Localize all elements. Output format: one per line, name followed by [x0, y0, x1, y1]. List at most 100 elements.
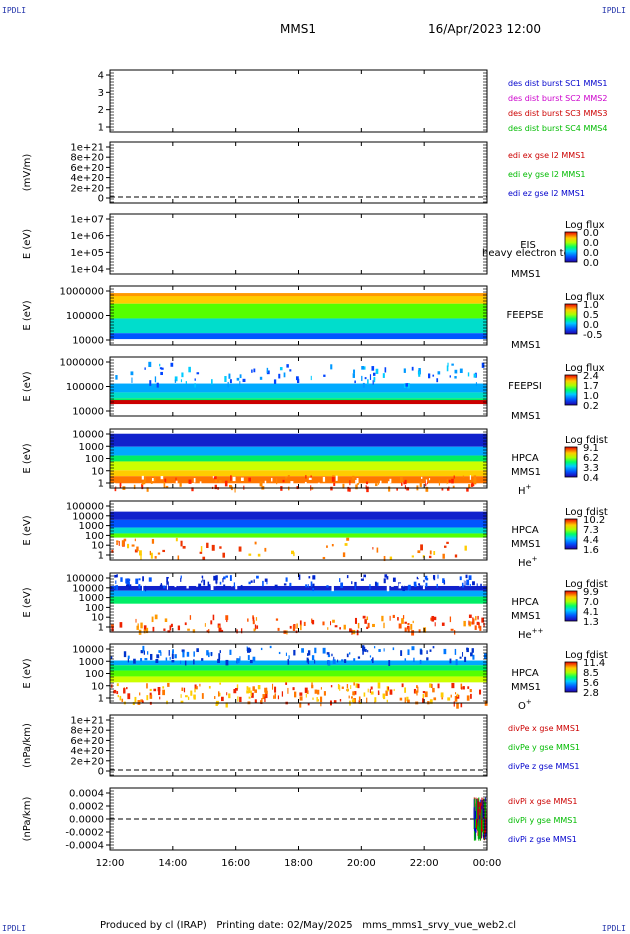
spectrogram-pixel — [182, 545, 186, 549]
panel-frame — [109, 141, 488, 204]
spectrogram-pixel — [248, 477, 251, 482]
spectrogram-pixel — [194, 378, 196, 381]
spectrogram-pixel — [389, 615, 391, 621]
spectrogram-band — [110, 455, 487, 462]
spectrogram-pixel — [252, 617, 255, 621]
spectrogram-pixel — [260, 647, 263, 651]
x-tick-label: 22:00 — [410, 858, 439, 869]
spectrogram-pixel — [155, 658, 159, 664]
spectrogram-pixel — [389, 689, 393, 695]
spectrogram-pixel — [451, 478, 454, 484]
spectrogram-pixel — [421, 476, 423, 479]
y-tick-label: 100 — [85, 669, 104, 680]
spectrogram-pixel — [429, 477, 431, 481]
spectrogram-pixel — [143, 650, 145, 655]
y-tick-label: 100 — [85, 603, 104, 614]
spectrogram-pixel — [314, 659, 316, 664]
footer-produced-by: Produced by cl (IRAP) — [100, 920, 207, 931]
spectrogram-pixel — [424, 691, 428, 698]
spectrogram-pixel — [436, 583, 438, 589]
spectrogram-pixel — [469, 475, 472, 480]
spectrogram-pixel — [475, 382, 477, 386]
spectrogram-pixel — [278, 651, 281, 655]
spectrogram-pixel — [167, 682, 170, 687]
spectrogram-pixel — [141, 475, 144, 480]
spectrogram-pixel — [214, 477, 218, 483]
spectrogram-pixel — [379, 480, 382, 486]
spectrogram-pixel — [287, 659, 290, 665]
spectrogram-pixel — [193, 659, 195, 665]
y-tick-label: 1 — [98, 479, 104, 490]
spectrogram-pixel — [191, 482, 195, 487]
panel-feepse: 10000 100000 1000000 E (eV) FEEPSE MMS1 Log fl… — [22, 285, 605, 351]
spectrogram-pixel — [193, 694, 196, 699]
spectrogram-pixel — [290, 481, 294, 487]
spectrogram-pixel — [224, 581, 227, 584]
spectrogram-pixel — [264, 547, 267, 552]
spectrogram-pixel — [454, 376, 457, 379]
spectrogram-pixel — [146, 487, 149, 492]
colorbar-title: Log flux — [565, 363, 605, 374]
spectrogram-pixel — [386, 699, 388, 703]
spectrogram-pixel — [279, 367, 283, 371]
spectrogram-pixel — [223, 576, 226, 580]
spectrogram-band — [110, 294, 487, 304]
spectrogram-pixel — [307, 584, 309, 588]
spectrogram-pixel — [194, 688, 196, 693]
spectrogram-pixel — [449, 658, 452, 664]
spectrogram-pixel — [234, 687, 238, 691]
spectrogram-pixel — [192, 629, 196, 633]
spectrogram-pixel — [218, 627, 222, 632]
spectrogram-pixel — [421, 585, 425, 589]
y-tick-label: 4e+20 — [70, 173, 104, 184]
spectrogram-pixel — [454, 554, 458, 558]
spectrogram-pixel — [463, 620, 466, 627]
spectrogram-pixel — [150, 486, 153, 492]
spectrogram-pixel — [363, 692, 366, 697]
spectrogram-pixel — [354, 380, 356, 384]
spectrogram-pixel — [391, 582, 394, 587]
spectrogram-pixel — [432, 575, 436, 581]
spectrogram-pixel — [283, 574, 286, 579]
legend-entry: edi ey gse l2 MMS1 — [508, 170, 586, 179]
spectrogram-pixel — [224, 376, 227, 383]
spectrogram-pixel — [384, 367, 387, 373]
spectrogram-pixel — [199, 551, 203, 554]
spectrogram-pixel — [407, 649, 410, 656]
spectrogram-pixel — [455, 659, 458, 666]
spectrogram-pixel — [215, 575, 218, 581]
colorbar-tick-label: 0.5 — [583, 310, 599, 321]
spectrogram-pixel — [362, 615, 366, 619]
spectrogram-pixel — [369, 689, 371, 693]
spectrogram-pixel — [449, 375, 451, 378]
spectrogram-pixel — [251, 692, 254, 698]
spectrogram-pixel — [229, 649, 232, 655]
spectrogram-pixel — [184, 695, 188, 698]
spectrogram-pixel — [127, 578, 131, 582]
spectrogram-pixel — [307, 650, 311, 656]
species-charge: ++ — [532, 627, 544, 635]
spectrogram-pixel — [479, 625, 482, 631]
spectrogram-pixel — [404, 485, 406, 490]
spectrogram-pixel — [293, 552, 295, 557]
spectrogram-pixel — [126, 687, 128, 690]
spectrogram-pixel — [140, 699, 143, 703]
spectrogram-band — [110, 676, 487, 683]
spectrogram-pixel — [367, 379, 369, 385]
panel-frame — [109, 69, 488, 133]
spectrogram-pixel — [331, 653, 333, 657]
spectrogram-pixel — [481, 617, 485, 623]
spectrogram-pixel — [366, 616, 369, 621]
spectrogram-pixel — [320, 702, 322, 707]
spectrogram-pixel — [146, 651, 149, 655]
spectrogram-pixel — [404, 687, 407, 693]
spectrogram-pixel — [217, 658, 221, 664]
spectrogram-pixel — [310, 375, 312, 381]
spectrogram-pixel — [367, 622, 370, 628]
y-tick-label: 2 — [98, 105, 104, 116]
spectrogram-pixel — [262, 694, 266, 700]
spectrogram-pixel — [353, 369, 356, 374]
spectrogram-pixel — [398, 583, 402, 589]
colorbar-tick-label: 0.0 — [583, 228, 599, 239]
panel-eis: 1e+04 1e+05 1e+06 1e+07 E (eV) EIS MMS1 heavy e… — [22, 213, 605, 280]
